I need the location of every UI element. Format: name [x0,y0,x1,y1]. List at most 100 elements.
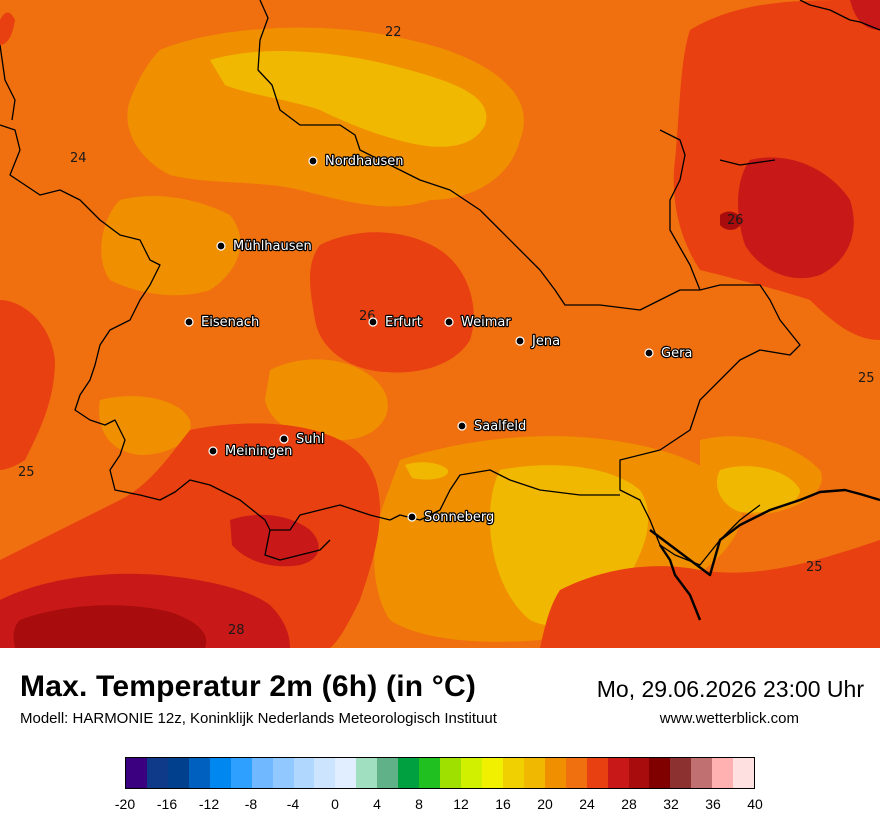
temperature-zone-28 [230,514,319,567]
city-dot [308,156,318,166]
website-link[interactable]: www.wetterblick.com [659,710,799,727]
legend-tick-label: 28 [621,796,637,812]
color-legend-bar [125,757,755,789]
legend-tick-label: -12 [198,796,220,812]
legend-swatch [230,758,252,788]
legend-tick-label: 20 [537,796,553,812]
legend-swatch [461,758,482,788]
temperature-map[interactable]: 22 24 26 26 25 25 25 28 Nordhausen Mühlh… [0,0,880,648]
legend-swatch [146,758,168,788]
temperature-zone-28 [850,0,880,30]
legend-tick-label: -20 [114,796,136,812]
city-marker-muehlhausen[interactable]: Mühlhausen [216,238,313,255]
city-label: Mühlhausen [233,239,312,254]
isoline-label: 28 [228,623,245,638]
legend-swatch [251,758,273,788]
city-marker-jena[interactable]: Jena [515,333,561,350]
city-label: Eisenach [201,315,259,330]
temperature-zone-22 [265,359,388,440]
city-dot [184,317,194,327]
temperature-zone-28 [738,157,854,279]
temperature-zone-26 [0,300,55,470]
city-dot [208,446,218,456]
legend-tick-label: -4 [286,796,300,812]
isoline-labels: 22 24 26 26 25 25 25 28 [18,25,875,638]
city-label: Nordhausen [325,154,404,169]
city-marker-meiningen[interactable]: Meiningen [208,443,294,460]
city-label: Meiningen [225,444,292,459]
temperature-zone-30 [13,605,207,648]
isoline-label: 22 [385,25,402,40]
city-marker-suhl[interactable]: Suhl [279,431,326,448]
city-label: Erfurt [385,315,422,330]
city-marker-sonneberg[interactable]: Sonneberg [407,509,496,526]
legend-swatch [691,758,713,788]
city-markers: Nordhausen Mühlhausen Eisenach Erfurt We… [184,153,694,526]
city-marker-erfurt[interactable]: Erfurt [368,314,423,331]
temperature-zone-26 [310,232,474,373]
legend-swatch [523,758,545,788]
city-dot [644,348,654,358]
legend-swatch [502,758,524,788]
temperature-zone-20 [210,50,487,147]
temperature-zone-20 [405,462,449,480]
color-legend-ticks: -20 -16 -12 -8 -4 0 4 8 12 16 20 24 28 32 36 40 [115,796,763,816]
legend-tick-label: -8 [244,796,258,812]
legend-tick-label: 16 [495,796,511,812]
map-title: Max. Temperatur 2m (6h) (in °C) [20,670,477,703]
legend-swatch [272,758,294,788]
city-label: Weimar [461,315,511,330]
isoline-label: 25 [806,560,823,575]
legend-swatch [314,758,336,788]
legend-swatch [649,758,671,788]
legend-swatch [544,758,566,788]
temperature-zone-22 [101,195,241,296]
city-marker-gera[interactable]: Gera [644,345,694,362]
legend-swatch [293,758,315,788]
city-dot [515,336,525,346]
temperature-zone-30 [720,211,742,230]
legend-tick-label: 40 [747,796,763,812]
legend-swatch [733,758,755,788]
temperature-zone-22 [99,396,191,455]
legend-tick-label: 4 [373,796,381,812]
legend-swatch [586,758,608,788]
legend-tick-label: -16 [156,796,178,812]
city-marker-weimar[interactable]: Weimar [444,314,513,331]
map-footer: Max. Temperatur 2m (6h) (in °C) Modell: … [0,648,880,830]
legend-swatch [712,758,734,788]
legend-swatch [356,758,378,788]
legend-swatch [481,758,503,788]
legend-swatch [440,758,461,788]
city-dot [407,512,417,522]
legend-tick-label: 8 [415,796,423,812]
city-dot [444,317,454,327]
country-border [649,488,880,621]
legend-tick-label: 24 [579,796,595,812]
legend-swatch [419,758,441,788]
city-dot [457,421,467,431]
legend-swatch [335,758,357,788]
temperature-zone-26 [540,540,880,648]
isoline-label: 25 [18,465,35,480]
temperature-zone-26 [0,12,15,45]
legend-tick-label: 36 [705,796,721,812]
city-dot [368,317,378,327]
isoline-label: 25 [858,371,875,386]
city-label: Jena [531,334,560,349]
city-label: Sonneberg [424,510,494,525]
forecast-datetime: Mo, 29.06.2026 23:00 Uhr [596,676,864,702]
legend-swatch [167,758,189,788]
city-dot [216,241,226,251]
legend-swatch [670,758,692,788]
city-label: Gera [661,346,692,361]
legend-tick-label: 32 [663,796,679,812]
city-marker-saalfeld[interactable]: Saalfeld [457,418,527,435]
legend-tick-label: 12 [453,796,469,812]
temperature-zone-20 [716,466,800,513]
legend-swatch [565,758,587,788]
legend-swatch [377,758,399,788]
legend-swatch [607,758,629,788]
city-marker-eisenach[interactable]: Eisenach [184,314,260,331]
city-marker-nordhausen[interactable]: Nordhausen [308,153,405,170]
